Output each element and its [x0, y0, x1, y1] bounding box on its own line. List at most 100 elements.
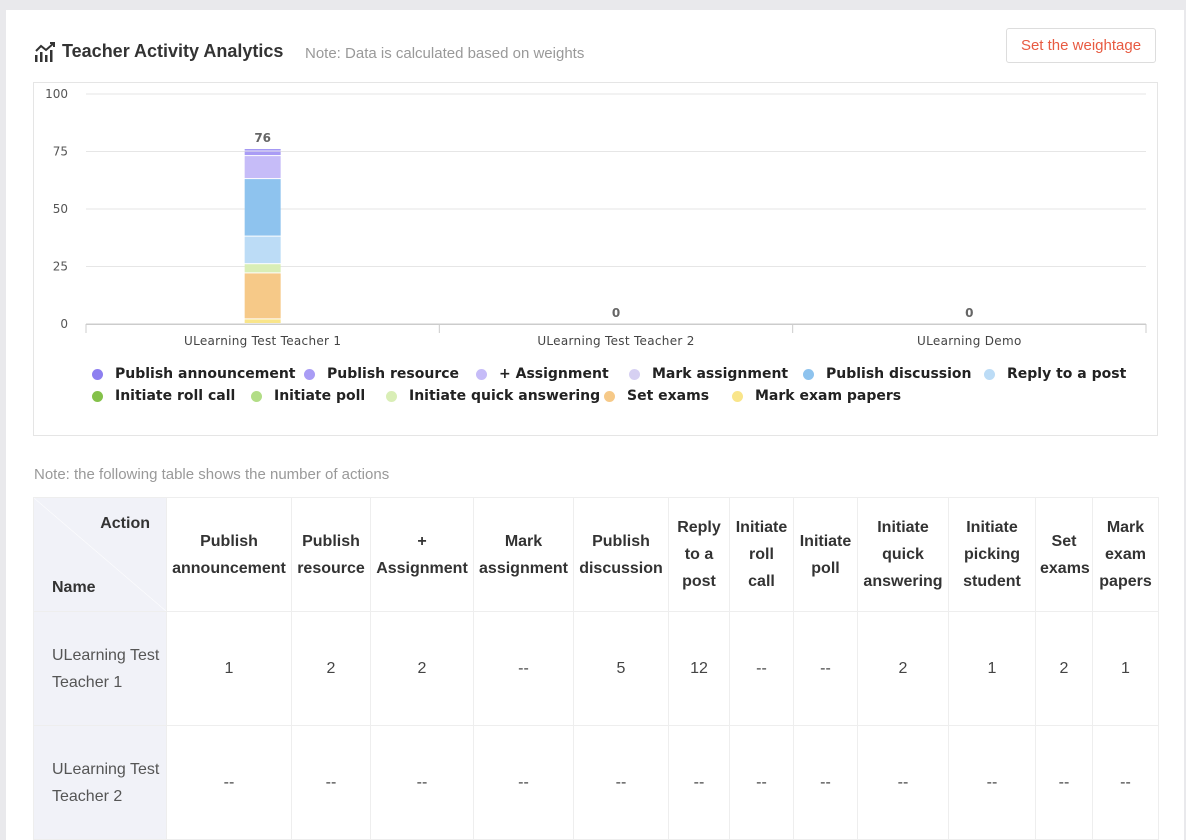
legend-color-dot	[984, 368, 995, 380]
legend-label: Mark assignment	[652, 366, 789, 382]
column-header: Reply to a post	[668, 497, 730, 612]
legend-item[interactable]: Initiate roll call	[92, 388, 235, 404]
table-corner-header: Action Name	[33, 497, 167, 612]
action-count-cell: 1	[1092, 611, 1159, 726]
actions-table: Action Name Publish announcement Publish …	[33, 497, 1159, 840]
action-count-cell: --	[473, 611, 574, 726]
action-count-cell: 12	[668, 611, 730, 726]
table-header-row: Action Name Publish announcement Publish …	[33, 497, 1159, 612]
legend-label: + Assignment	[499, 366, 609, 382]
legend-item[interactable]: Mark assignment	[629, 366, 788, 382]
legend-item[interactable]: Reply to a post	[984, 366, 1126, 382]
table-row: ULearning Test Teacher 2 -- -- -- -- -- -- -- --…	[33, 725, 1159, 840]
action-count-cell: --	[857, 725, 949, 840]
legend-row: Publish announcement Publish resource + As…	[92, 366, 1152, 388]
bar-total-label: 76	[254, 131, 271, 145]
legend-label: Initiate poll	[274, 388, 366, 404]
bar-segment	[244, 151, 281, 156]
action-count-cell: --	[573, 725, 669, 840]
legend-color-dot	[92, 368, 103, 380]
action-count-cell: --	[1035, 725, 1093, 840]
legend-color-dot	[604, 390, 615, 402]
corner-name-label: Name	[52, 579, 96, 596]
legend-color-dot	[732, 390, 743, 402]
column-header: Mark assignment	[473, 497, 574, 612]
legend-label: Publish discussion	[826, 366, 972, 382]
weights-note: Note: Data is calculated based on weight…	[305, 45, 585, 62]
action-count-cell: --	[668, 725, 730, 840]
action-count-cell: 2	[1035, 611, 1093, 726]
set-weightage-button[interactable]: Set the weightage	[1006, 28, 1156, 63]
bar-segment	[244, 179, 281, 236]
legend-color-dot	[92, 390, 103, 402]
legend-item[interactable]: Initiate quick answering	[386, 388, 600, 404]
column-header: Initiate picking student	[948, 497, 1036, 612]
action-count-cell: --	[291, 725, 371, 840]
column-header: Initiate poll	[793, 497, 858, 612]
column-header: Initiate quick answering	[857, 497, 949, 612]
column-header: Publish announcement	[166, 497, 292, 612]
action-count-cell: --	[370, 725, 474, 840]
x-tick-label: ULearning Demo	[917, 334, 1022, 348]
y-tick-label: 75	[53, 145, 68, 159]
legend-label: Initiate roll call	[115, 388, 236, 404]
action-count-cell: 2	[857, 611, 949, 726]
bar-segment	[244, 156, 281, 179]
teacher-name-cell: ULearning Test Teacher 2	[33, 725, 167, 840]
action-count-cell: 1	[166, 611, 292, 726]
legend-color-dot	[629, 368, 640, 380]
y-tick-label: 100	[45, 87, 68, 101]
y-tick-label: 0	[60, 317, 68, 331]
column-header: Initiate roll call	[729, 497, 794, 612]
action-count-cell: --	[948, 725, 1036, 840]
legend-item[interactable]: Set exams	[604, 388, 709, 404]
legend-item[interactable]: Mark exam papers	[732, 388, 901, 404]
y-tick-label: 25	[53, 260, 68, 274]
action-count-cell: 2	[370, 611, 474, 726]
column-header: Publish resource	[291, 497, 371, 612]
legend-color-dot	[476, 368, 487, 380]
action-count-cell: --	[166, 725, 292, 840]
legend-item[interactable]: + Assignment	[476, 366, 609, 382]
action-count-cell: --	[793, 611, 858, 726]
legend-label: Publish announcement	[115, 366, 296, 382]
chart-trend-icon	[35, 42, 55, 62]
action-count-cell: --	[473, 725, 574, 840]
column-header: + Assignment	[370, 497, 474, 612]
column-header: Mark exam papers	[1092, 497, 1159, 612]
table-note: Note: the following table shows the numb…	[34, 466, 390, 483]
legend-item[interactable]: Initiate poll	[251, 388, 365, 404]
action-count-cell: --	[793, 725, 858, 840]
action-count-cell: --	[1092, 725, 1159, 840]
action-count-cell: 5	[573, 611, 669, 726]
bar-segment	[244, 149, 281, 151]
legend-label: Publish resource	[327, 366, 460, 382]
legend-label: Mark exam papers	[755, 388, 902, 404]
stacked-bar-chart: 0 25 50 75 100 ULearning Test Teacher 1 76 ULea…	[45, 87, 1147, 348]
column-header: Publish discussion	[573, 497, 669, 612]
bar-total-label: 0	[965, 306, 973, 320]
legend-item[interactable]: Publish resource	[304, 366, 459, 382]
chart-legend: Publish announcement Publish resource + As…	[92, 366, 1152, 410]
legend-color-dot	[803, 368, 814, 380]
x-tick-label: ULearning Test Teacher 1	[184, 334, 341, 348]
bar-segment	[244, 264, 281, 273]
bar-segment	[244, 273, 281, 319]
bar-segment	[244, 236, 281, 264]
card-header: Teacher Activity Analytics Note: Data is…	[34, 28, 1156, 68]
legend-color-dot	[251, 390, 262, 402]
table-row: ULearning Test Teacher 1 1 2 2 -- 5 12 -- -- 2 1 2 1	[33, 611, 1159, 726]
x-tick-label: ULearning Test Teacher 2	[537, 334, 694, 348]
legend-item[interactable]: Publish discussion	[803, 366, 972, 382]
bar-segment	[244, 319, 281, 323]
column-header: Set exams	[1035, 497, 1093, 612]
legend-label: Initiate quick answering	[409, 388, 601, 404]
y-tick-label: 50	[53, 202, 68, 216]
legend-color-dot	[304, 368, 315, 380]
action-count-cell: 2	[291, 611, 371, 726]
actions-table-wrapper: Action Name Publish announcement Publish …	[33, 497, 1159, 840]
legend-row: Initiate roll call Initiate poll Initiate …	[92, 388, 1152, 410]
legend-item[interactable]: Publish announcement	[92, 366, 296, 382]
legend-label: Reply to a post	[1007, 366, 1127, 382]
analytics-card: Teacher Activity Analytics Note: Data is…	[6, 10, 1184, 840]
